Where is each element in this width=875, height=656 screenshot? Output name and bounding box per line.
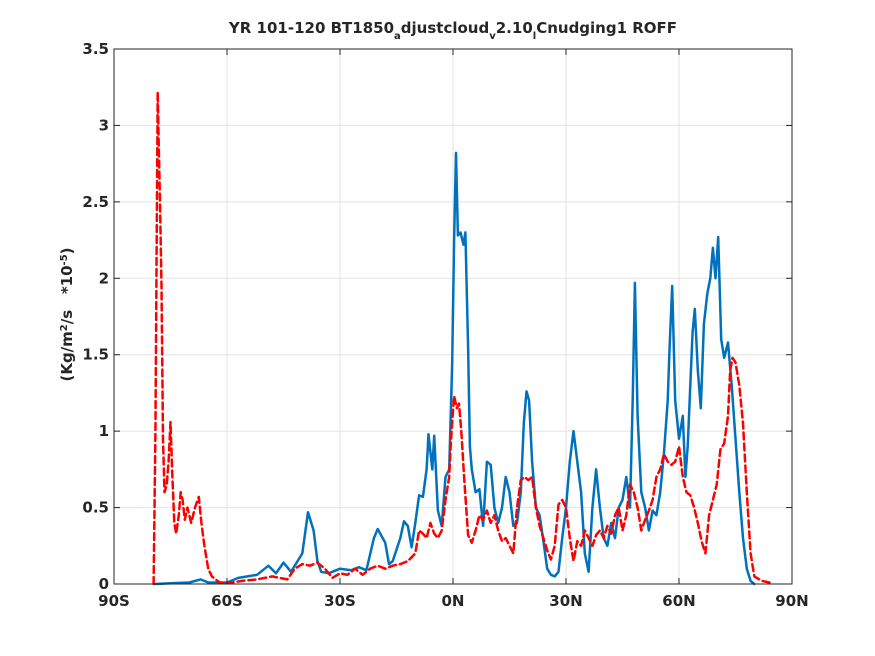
x-tick-label: 60N [662, 592, 695, 610]
y-tick-label: 1.5 [82, 346, 109, 364]
chart-title: YR 101-120 BT1850adjustcloudv2.10lCnudgi… [228, 19, 677, 42]
y-tick-label: 3 [99, 116, 109, 134]
x-tick-label: 90N [775, 592, 808, 610]
y-tick-label: 1 [99, 422, 109, 440]
x-tick-label: 30N [549, 592, 582, 610]
tick-labels: 90S 60S 30S 0N 30N 60N 90N 0 0.5 1 1.5 2 2.5 3 3.5 [82, 40, 808, 610]
x-tick-label: 90S [98, 592, 130, 610]
ticks [113, 48, 793, 585]
series-line-0 [154, 151, 756, 586]
y-tick-label: 3.5 [82, 40, 109, 58]
series-line-1 [152, 90, 775, 586]
y-tick-label: 2 [99, 269, 109, 287]
y-tick-label: 0.5 [82, 499, 109, 517]
x-tick-label: 60S [211, 592, 243, 610]
y-tick-label: 0 [99, 575, 109, 593]
x-tick-label: 30S [324, 592, 356, 610]
series-layer [152, 90, 775, 586]
y-axis-label: (Kg/m2/s *10-5) [58, 247, 76, 381]
y-tick-label: 2.5 [82, 193, 109, 211]
x-tick-label: 0N [442, 592, 465, 610]
